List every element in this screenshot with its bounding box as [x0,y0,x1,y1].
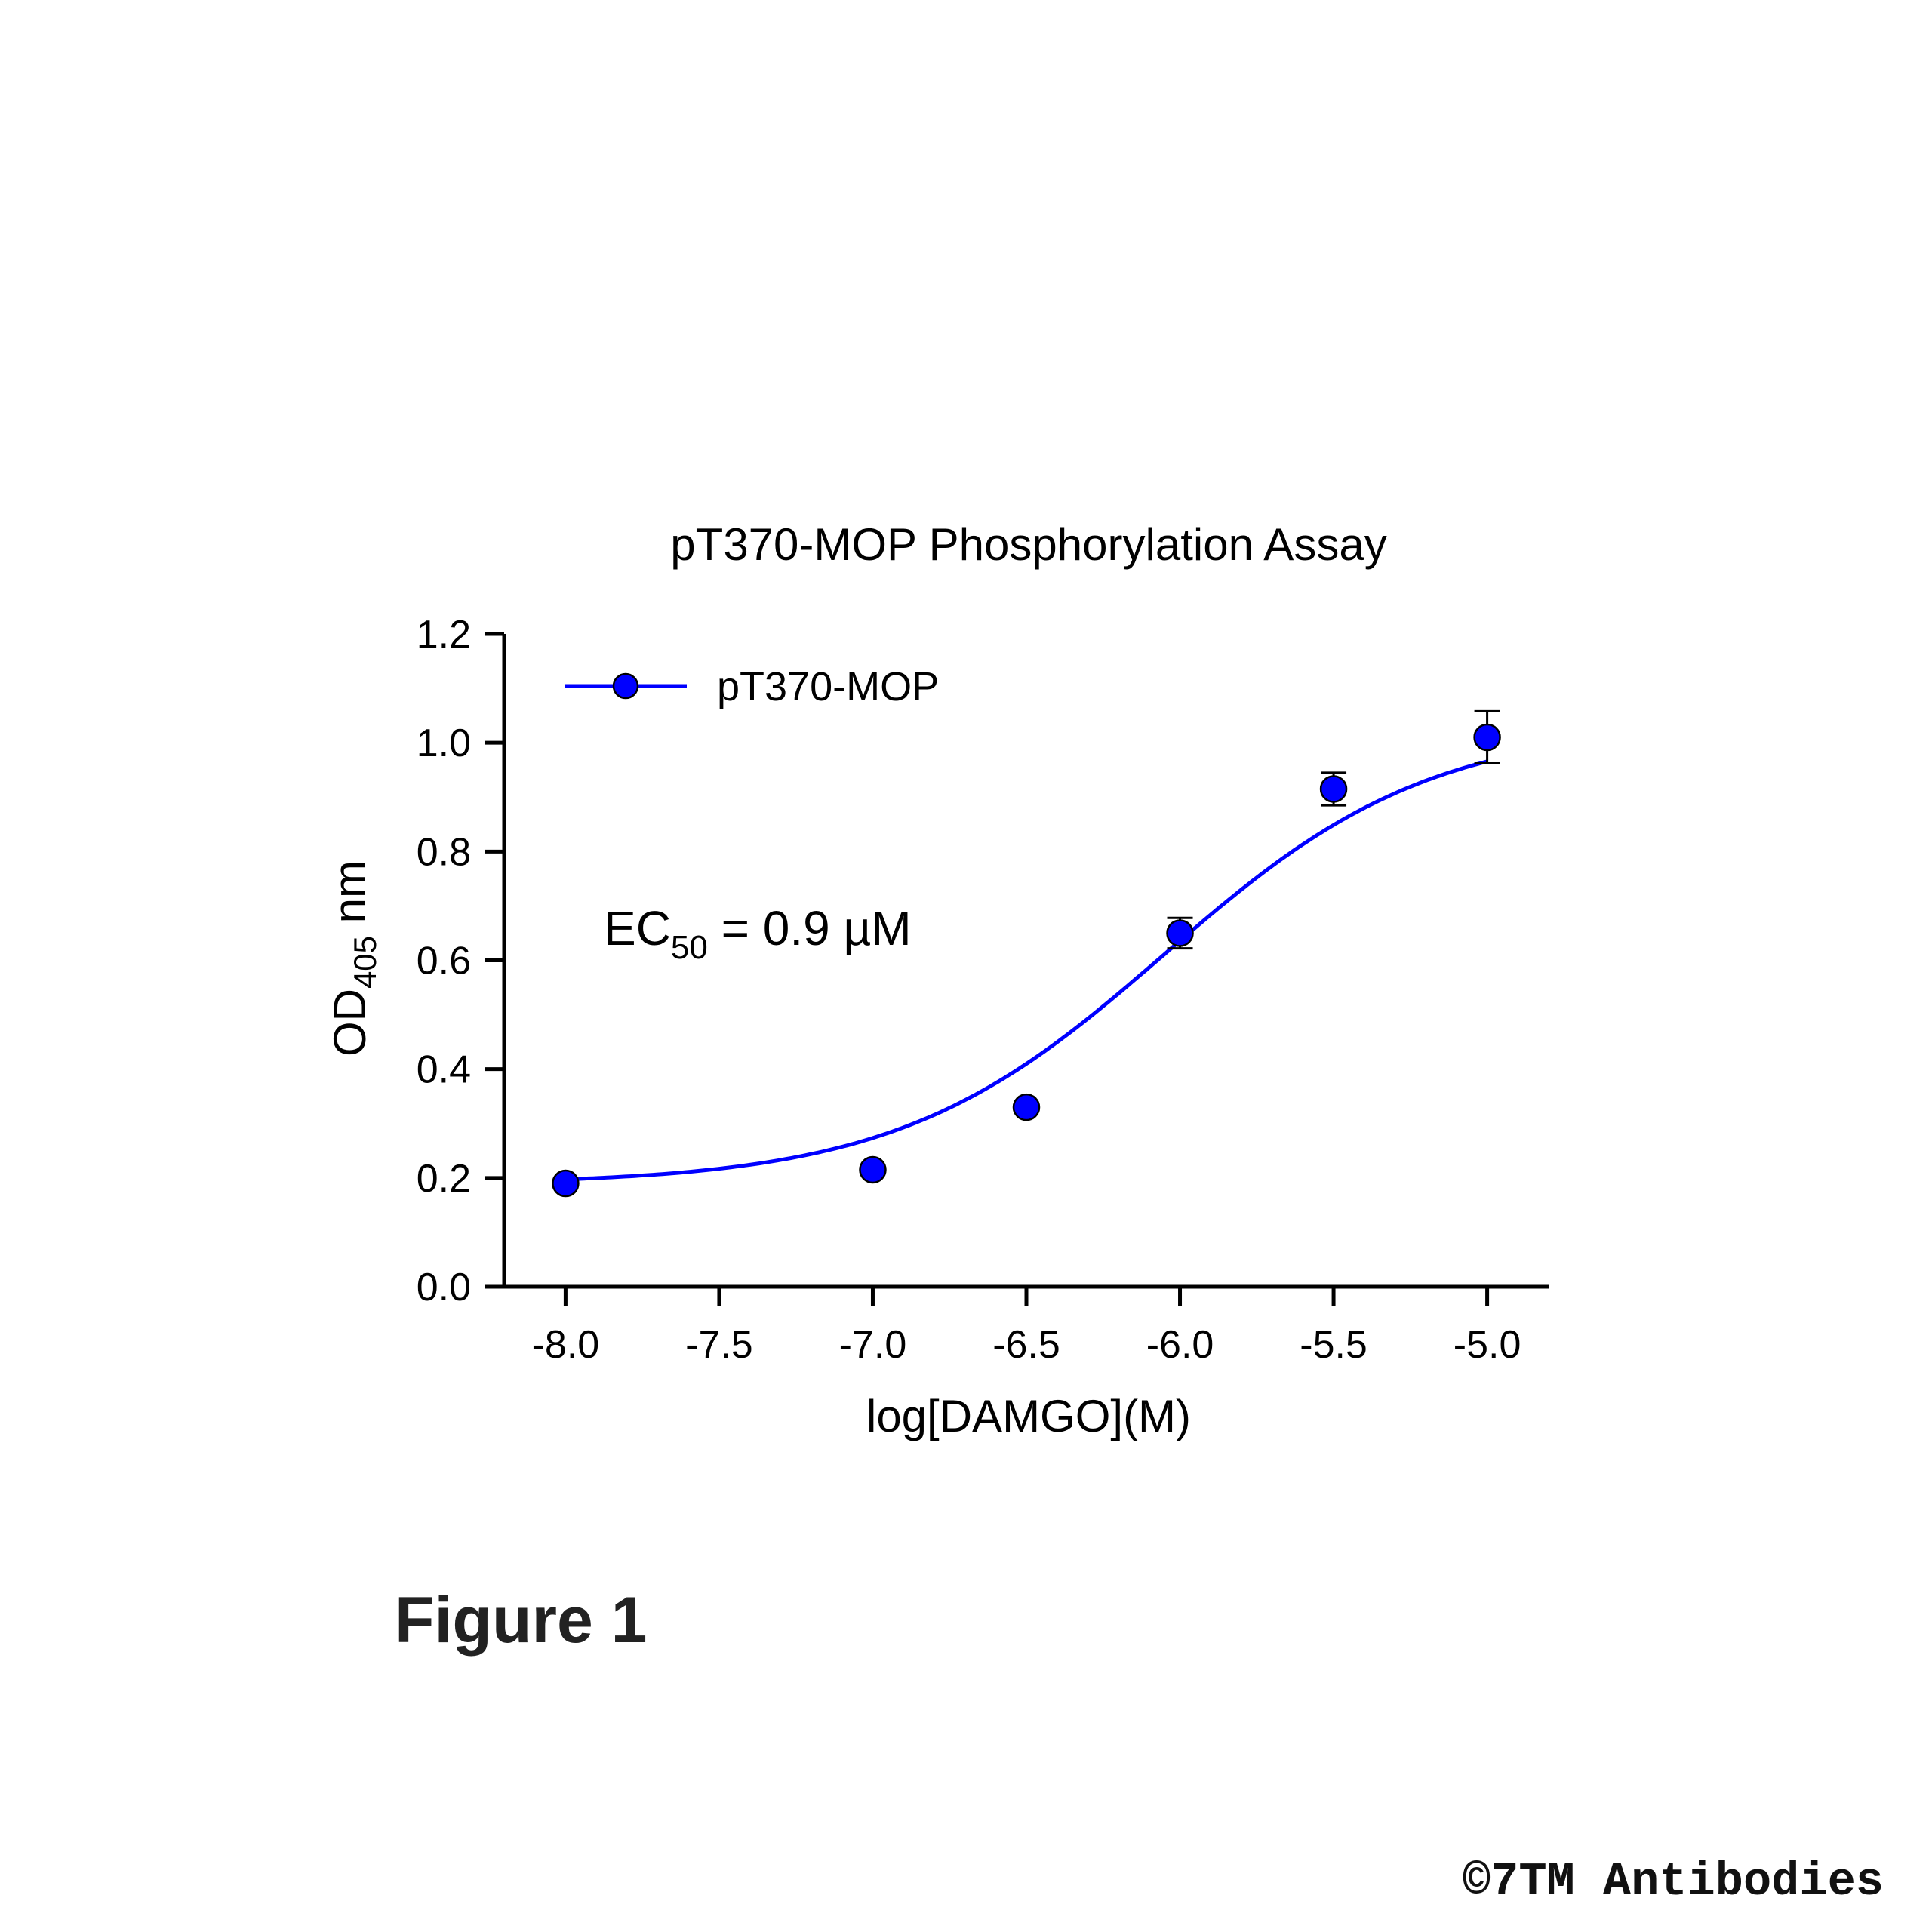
y-axis-label: OD405 nm [325,860,383,1057]
fit-curve-line [565,759,1488,1182]
y-tick-label: 0.2 [417,1157,471,1201]
chart-title: pT370-MOP Phosphorylation Assay [670,519,1386,570]
x-tick-label: -7.0 [839,1323,907,1367]
y-tick-label: 1.2 [417,613,471,657]
data-points [552,723,1501,1198]
copyright-notice: ©7TM Antibodies [1462,1855,1884,1909]
fit-curve [565,759,1488,1182]
legend: pT370-MOP [565,664,939,709]
legend-marker [612,672,639,700]
ec50-sub: 50 [671,929,708,966]
x-tick-label: -5.0 [1454,1323,1521,1367]
y-ticks: 0.0 0.2 0.4 0.6 0.8 1.0 1.2 [417,613,504,1309]
data-point [552,1169,580,1198]
ec50-annotation: EC50 = 0.9 µM [604,901,912,966]
data-point [1473,723,1501,752]
y-tick-label: 0.0 [417,1266,471,1309]
x-tick-label: -5.5 [1300,1323,1367,1367]
x-ticks: -8.0 -7.5 -7.0 -6.5 -6.0 -5.5 -5.0 [532,1287,1521,1367]
legend-label: pT370-MOP [717,664,939,709]
data-point [1012,1093,1041,1121]
y-axis-label-suffix: nm [325,860,375,936]
y-tick-label: 0.6 [417,940,471,983]
y-tick-label: 0.8 [417,830,471,874]
ec50-main: EC [604,901,671,955]
x-tick-label: -7.5 [685,1323,753,1367]
y-axis-label-sub: 405 [347,936,383,989]
data-point [859,1155,887,1184]
data-point [1166,919,1194,947]
data-point [1319,775,1348,803]
x-tick-label: -6.0 [1146,1323,1214,1367]
axes [502,634,1549,1289]
figure-label: Figure 1 [395,1584,648,1657]
error-bars [1167,709,1500,950]
x-tick-label: -6.5 [992,1323,1060,1367]
x-axis-label: log[DAMGO](M) [866,1391,1191,1441]
x-tick-label: -8.0 [532,1323,600,1367]
y-tick-label: 0.4 [417,1048,471,1092]
ec50-suffix: = 0.9 µM [708,901,912,955]
y-axis-label-main: OD [325,989,375,1057]
y-tick-label: 1.0 [417,721,471,765]
